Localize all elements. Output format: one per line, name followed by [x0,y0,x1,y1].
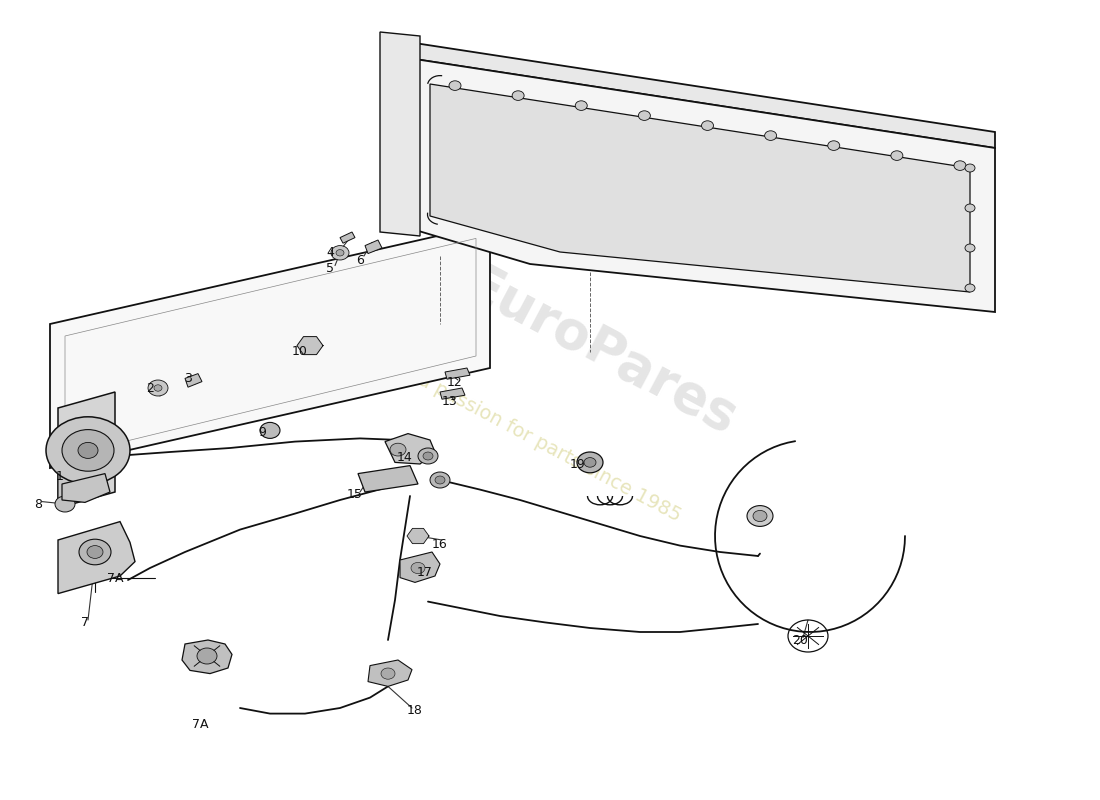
Circle shape [449,81,461,90]
Circle shape [331,246,349,260]
Circle shape [638,111,650,120]
Text: 10: 10 [293,346,308,358]
Text: 13: 13 [442,395,458,408]
Circle shape [197,648,217,664]
Circle shape [578,452,603,473]
Polygon shape [400,552,440,582]
Polygon shape [58,392,116,508]
Circle shape [390,443,406,456]
Circle shape [954,161,966,170]
Circle shape [78,442,98,458]
Text: 17: 17 [417,566,433,578]
Circle shape [46,417,130,484]
Circle shape [381,668,395,679]
Circle shape [411,562,425,574]
Text: 1: 1 [56,470,64,482]
Polygon shape [395,40,996,148]
Circle shape [148,380,168,396]
Polygon shape [407,528,429,544]
Text: 14: 14 [397,451,412,464]
Circle shape [827,141,839,150]
Polygon shape [358,466,418,492]
Polygon shape [395,56,996,312]
Text: EuroPares: EuroPares [454,258,746,446]
Polygon shape [440,388,465,399]
Text: 9: 9 [258,426,266,438]
Polygon shape [62,474,110,502]
Circle shape [965,164,975,172]
Polygon shape [58,464,116,508]
Circle shape [418,448,438,464]
Polygon shape [340,232,355,243]
Circle shape [702,121,714,130]
Polygon shape [297,337,323,354]
Polygon shape [379,32,420,236]
Circle shape [584,458,596,467]
Text: 7A: 7A [107,572,123,585]
Circle shape [965,284,975,292]
Polygon shape [430,84,970,292]
Circle shape [154,385,162,391]
Polygon shape [182,640,232,674]
Polygon shape [365,240,382,254]
Circle shape [575,101,587,110]
Text: 4: 4 [326,246,334,258]
Text: 15: 15 [348,488,363,501]
Text: 8: 8 [34,498,42,510]
Circle shape [747,506,773,526]
Text: 16: 16 [432,538,448,550]
Text: 12: 12 [447,376,463,389]
Circle shape [79,539,111,565]
Circle shape [336,250,344,256]
Circle shape [965,204,975,212]
Circle shape [62,430,114,471]
Circle shape [434,476,446,484]
Text: 2: 2 [146,382,154,394]
Circle shape [513,90,524,100]
Text: 20: 20 [792,634,807,646]
Text: 19: 19 [570,458,586,470]
Polygon shape [50,224,490,468]
Text: a passion for parts since 1985: a passion for parts since 1985 [416,370,684,526]
Polygon shape [58,522,135,594]
Text: 7A: 7A [191,718,208,730]
Polygon shape [446,368,470,379]
Circle shape [965,244,975,252]
Text: 18: 18 [407,704,422,717]
Circle shape [424,452,433,460]
Polygon shape [368,660,412,686]
Text: 7: 7 [81,616,89,629]
Text: 3: 3 [184,372,191,385]
Text: 5: 5 [326,262,334,274]
Circle shape [87,546,103,558]
Polygon shape [185,374,202,387]
Circle shape [55,496,75,512]
Text: 6: 6 [356,254,364,266]
Circle shape [430,472,450,488]
Circle shape [764,131,777,141]
Circle shape [754,510,767,522]
Circle shape [891,151,903,160]
Polygon shape [385,434,435,464]
Circle shape [260,422,280,438]
